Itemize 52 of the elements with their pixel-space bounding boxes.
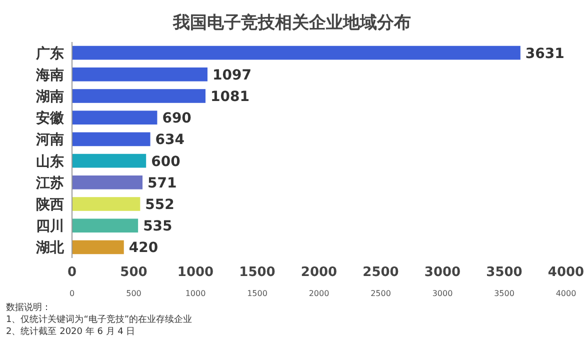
bar (72, 218, 138, 233)
x-tick-label: 500 (120, 265, 148, 280)
bar (72, 132, 150, 146)
x2-tick-label: 2000 (308, 289, 330, 298)
y-tick-label: 山东 (36, 152, 64, 170)
data-label: 690 (162, 110, 192, 127)
x2-tick-label: 2500 (370, 289, 391, 298)
data-label: 552 (145, 197, 174, 213)
bar (72, 89, 206, 103)
chart-title: 我国电子竞技相关企业地域分布 (172, 13, 411, 33)
data-label: 571 (148, 175, 177, 192)
bar (72, 46, 520, 60)
bar (72, 197, 140, 211)
x-tick-label: 1000 (177, 265, 214, 280)
x2-tick-label: 500 (126, 289, 142, 298)
x-tick-label: 0 (67, 265, 77, 280)
x2-tick-label: 1000 (185, 289, 206, 298)
text: 数据说明： (6, 302, 51, 313)
y-tick-label: 湖南 (35, 89, 64, 105)
bar (72, 154, 146, 168)
bar (72, 175, 143, 190)
x2-tick-label: 3500 (494, 289, 514, 298)
data-label: 1081 (210, 89, 250, 105)
y-tick-label: 河南 (35, 132, 64, 148)
text: 2、统计截至 2020 年 6 月 4 日 (6, 326, 136, 337)
x2-tick-label: 0 (69, 289, 75, 298)
data-label: 420 (128, 240, 158, 256)
x2-tick-label: 4000 (556, 289, 576, 298)
x2-tick-label: 1500 (247, 289, 268, 298)
y-tick-label: 陕西 (36, 197, 64, 213)
data-label: 1097 (212, 67, 252, 84)
y-tick-label: 湖北 (35, 240, 65, 256)
x-tick-label: 3500 (486, 265, 522, 280)
bar (72, 110, 158, 125)
y-tick-label: 江苏 (35, 175, 64, 192)
x-tick-label: 4000 (548, 265, 584, 280)
y-tick-label: 广东 (35, 44, 64, 62)
x-tick-label: 2000 (300, 265, 338, 280)
y-tick-label: 四川 (36, 218, 64, 235)
y-tick-label: 海南 (35, 67, 64, 84)
x-tick-label: 3000 (424, 265, 461, 280)
y-tick-label: 安徽 (36, 110, 65, 127)
bar (72, 67, 208, 82)
data-label: 600 (151, 154, 181, 170)
x2-tick-label: 3000 (432, 289, 453, 298)
x-tick-label: 1500 (239, 265, 276, 280)
text: 1、仅统计关键词为“电子竞技”的在业存续企业 (6, 314, 192, 325)
data-label: 3631 (525, 46, 564, 62)
data-label: 535 (143, 218, 172, 235)
data-label: 634 (155, 132, 185, 148)
bar (72, 240, 124, 254)
x-tick-label: 2500 (362, 265, 399, 280)
